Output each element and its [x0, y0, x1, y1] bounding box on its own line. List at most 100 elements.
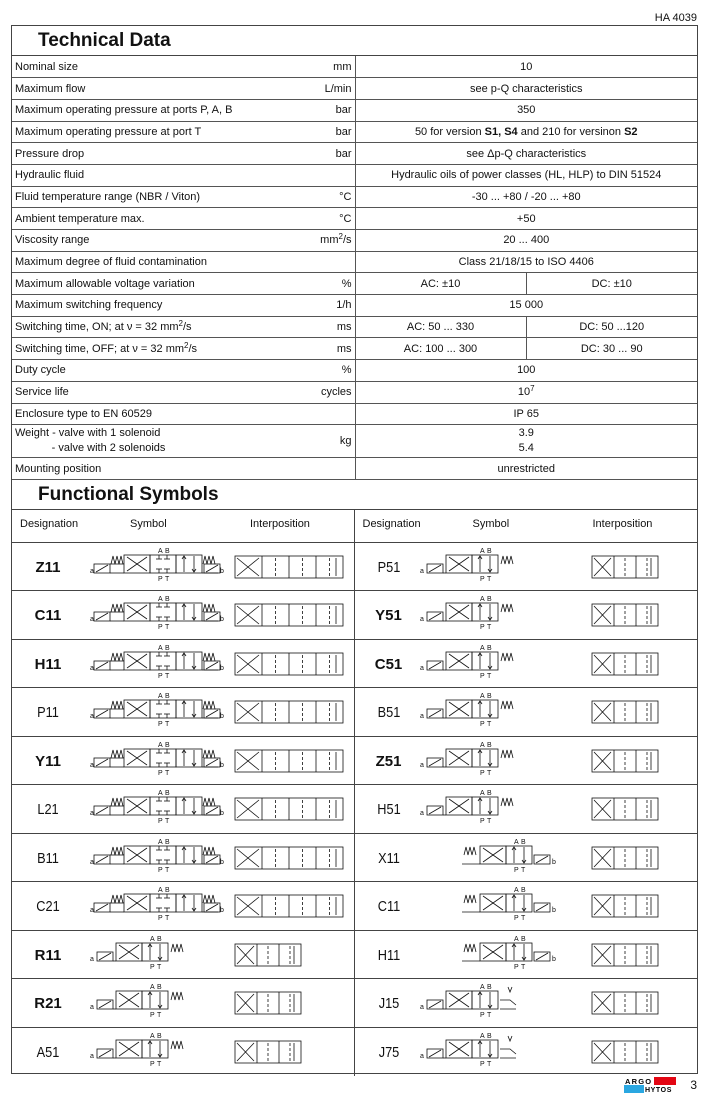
svg-text:P: P: [480, 1061, 485, 1068]
row-label: Fluid temperature range (NBR / Viton): [12, 186, 312, 209]
datasheet-frame: Technical Data Nominal size mm 10 Maximum f…: [11, 25, 698, 1077]
table-row: Pressure drop bar see Δp-Q characteristics: [12, 142, 697, 165]
row-value: +50: [355, 207, 697, 230]
row-value: see p-Q characteristics: [355, 77, 697, 100]
row-value-dc: DC: ±10: [526, 272, 697, 296]
svg-text:T: T: [165, 867, 170, 874]
svg-text:b: b: [220, 762, 224, 769]
table-row: Viscosity range mm2/s 20 ... 400: [12, 229, 697, 252]
row-unit: [312, 251, 356, 274]
designation: C11: [377, 898, 400, 916]
svg-text:T: T: [487, 673, 492, 680]
svg-text:A: A: [158, 548, 163, 555]
designation: J75: [378, 1043, 399, 1061]
svg-text:B: B: [487, 742, 492, 749]
row-value: 20 ... 400: [355, 229, 697, 252]
svg-text:B: B: [165, 742, 170, 749]
row-label: Hydraulic fluid: [12, 164, 312, 187]
row-value: 107: [355, 381, 697, 404]
row-value: -30 ... +80 / -20 ... +80: [355, 186, 697, 209]
svg-text:b: b: [220, 616, 224, 623]
designation: B51: [377, 704, 400, 722]
table-row: Maximum operating pressure at ports P, A…: [12, 99, 697, 122]
svg-text:a: a: [90, 956, 94, 963]
svg-text:B: B: [157, 936, 162, 943]
svg-text:A: A: [480, 548, 485, 555]
svg-text:a: a: [90, 907, 94, 914]
interposition-symbol-icon: [591, 598, 661, 637]
row-label: Switching time, OFF; at ν = 32 mm2/s: [12, 337, 312, 361]
functional-symbols-table: Designation Symbol Interposition Designatio…: [12, 509, 697, 1077]
designation: B11: [37, 849, 59, 867]
svg-text:a: a: [420, 616, 424, 623]
svg-text:b: b: [220, 810, 224, 817]
row-value-dc: DC: 50 ...120: [526, 316, 697, 339]
row-unit: [312, 403, 356, 426]
interposition-symbol-icon: [234, 550, 346, 589]
row-value: Hydraulic oils of power classes (HL, HLP…: [355, 164, 697, 187]
designation: Z11: [35, 558, 61, 576]
row-label: Service life: [12, 381, 312, 404]
svg-text:A: A: [480, 742, 485, 749]
column-header-interposition: Interposition: [250, 518, 310, 531]
row-value: unrestricted: [355, 457, 697, 480]
svg-text:T: T: [487, 818, 492, 825]
svg-text:B: B: [487, 790, 492, 797]
row-unit: [312, 164, 356, 187]
table-row: Maximum switching frequency 1/h 15 000: [12, 294, 697, 317]
table-row: Duty cycle% 100: [12, 359, 697, 382]
svg-text:A: A: [158, 790, 163, 797]
column-header-designation: Designation: [20, 518, 79, 531]
svg-text:A: A: [480, 1033, 485, 1040]
svg-text:a: a: [90, 762, 94, 769]
interposition-symbol-icon: [591, 647, 661, 686]
svg-text:a: a: [90, 568, 94, 575]
interposition-symbol-icon: [591, 889, 661, 928]
svg-text:P: P: [514, 867, 519, 874]
svg-text:P: P: [480, 770, 485, 777]
svg-text:a: a: [90, 1004, 94, 1011]
row-label: Viscosity range: [12, 229, 312, 252]
svg-text:B: B: [487, 548, 492, 555]
svg-text:A: A: [480, 984, 485, 991]
svg-text:A: A: [150, 984, 155, 991]
interposition-symbol-icon: [591, 986, 661, 1025]
designation: C11: [34, 607, 62, 625]
svg-text:B: B: [165, 790, 170, 797]
svg-text:P: P: [150, 1012, 155, 1019]
column-header-designation: Designation: [362, 518, 421, 531]
interposition-symbol-icon: [234, 695, 346, 734]
argo-hytos-logo: ARGO HYTOS: [624, 1077, 677, 1093]
row-label: Maximum degree of fluid contamination: [12, 251, 312, 274]
svg-text:A: A: [158, 839, 163, 846]
row-value: IP 65: [355, 403, 697, 426]
designation: R11: [34, 946, 62, 964]
svg-text:A: A: [158, 596, 163, 603]
svg-text:b: b: [552, 956, 556, 963]
row-label: Ambient temperature max.: [12, 207, 312, 230]
row-unit: ms: [312, 316, 356, 339]
svg-text:b: b: [552, 907, 556, 914]
svg-text:B: B: [521, 839, 526, 846]
svg-text:P: P: [480, 1012, 485, 1019]
